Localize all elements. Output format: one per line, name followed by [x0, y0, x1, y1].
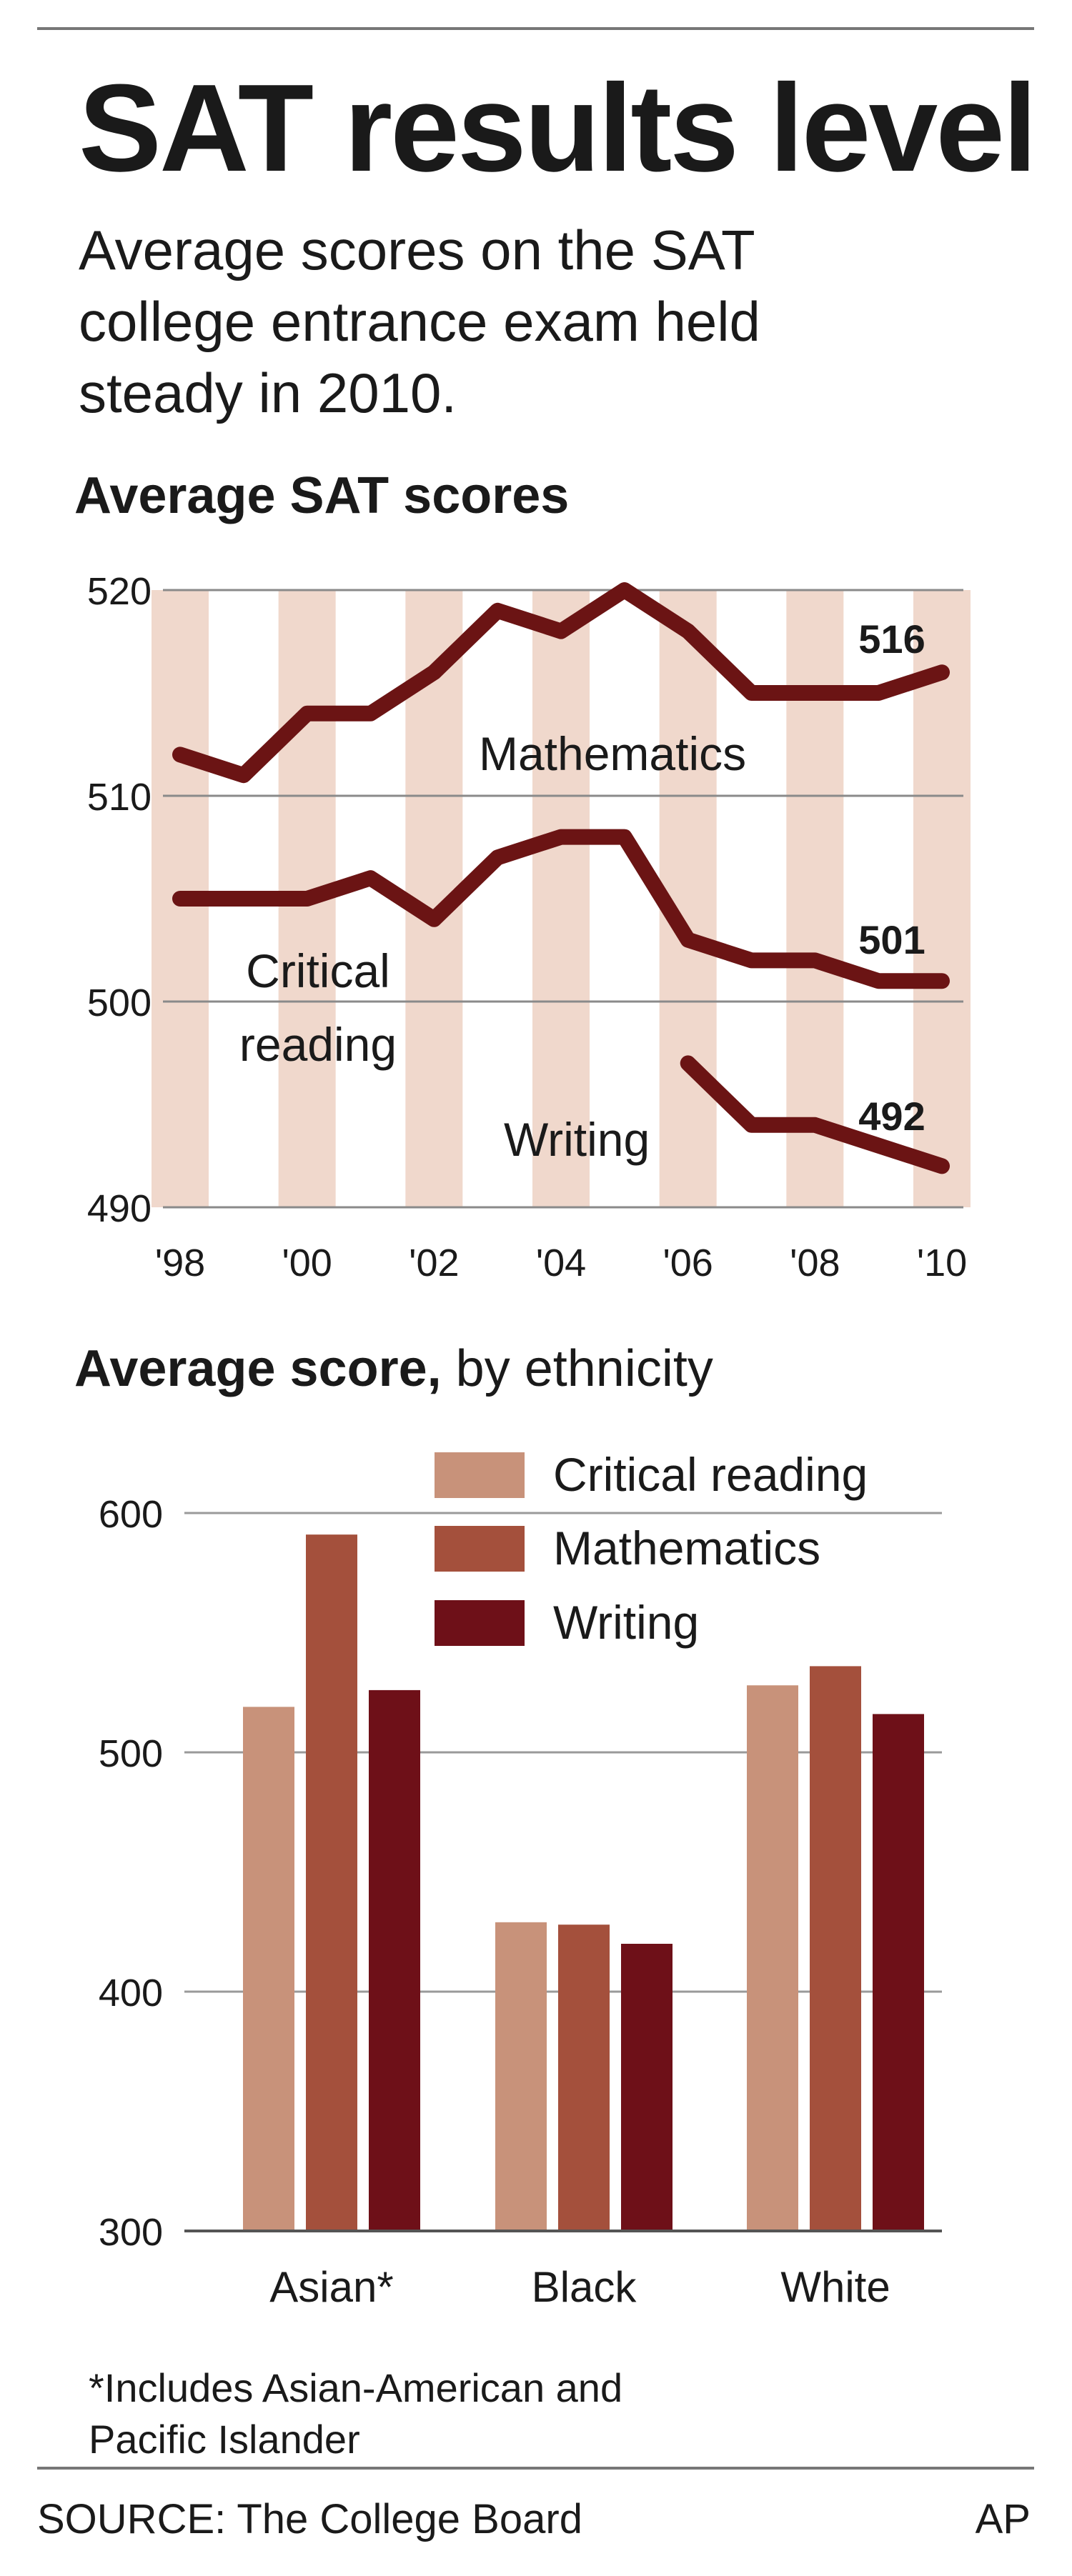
y-tick-label: 490: [87, 1187, 152, 1230]
legend-swatch-critical-reading: [435, 1452, 525, 1498]
x-tick-label: '02: [409, 1242, 459, 1284]
year-band: [532, 590, 590, 1207]
end-label-mathematics: 516: [858, 616, 925, 662]
series-label-reading: reading: [239, 1018, 397, 1071]
end-label-writing: 492: [858, 1094, 925, 1139]
x-tick-label: '10: [917, 1242, 967, 1284]
series-label-critical: Critical: [246, 944, 390, 997]
bar-chart: 300 400 500 600 Asian* Black White Critical rea…: [99, 1448, 942, 2311]
top-rule: [37, 27, 1034, 30]
x-tick-label: '98: [155, 1242, 205, 1284]
legend-label-mathematics: Mathematics: [553, 1522, 820, 1574]
dek: Average scores on the SAT college entran…: [79, 219, 760, 424]
category-label: Black: [532, 2263, 637, 2311]
bar-mathematics: [558, 1924, 610, 2231]
line-mathematics: [172, 582, 950, 784]
legend-label-writing: Writing: [553, 1596, 699, 1649]
line-writing: [680, 1055, 950, 1174]
bar-critical-reading: [243, 1707, 294, 2231]
y-tick-label: 510: [87, 776, 152, 819]
bar-critical-reading: [495, 1922, 547, 2231]
y-tick-label: 520: [87, 570, 152, 613]
footnote: *Includes Asian-American and Pacific Isl…: [89, 2365, 623, 2462]
agency-credit: AP: [975, 2496, 1031, 2542]
line-chart: 490 500 510 520 '98 '00 '02 '04 '06 '08 '10 516 501 4…: [87, 570, 971, 1284]
source-credit: SOURCE: The College Board: [37, 2496, 582, 2542]
line-chart-title-text: Average SAT scores: [74, 467, 570, 524]
headline: SAT results level: [79, 58, 1037, 197]
bar-critical-reading: [747, 1685, 798, 2231]
bar-writing: [873, 1714, 924, 2231]
y-tick-label: 400: [99, 1972, 163, 2015]
end-label-critical-reading: 501: [858, 917, 925, 962]
x-tick-label: '00: [282, 1242, 332, 1284]
line-critical-reading: [172, 829, 950, 989]
x-tick-label: '04: [536, 1242, 586, 1284]
y-tick-label: 500: [87, 982, 152, 1024]
year-band: [913, 590, 971, 1207]
y-tick-label: 500: [99, 1732, 163, 1775]
legend-swatch-writing: [435, 1600, 525, 1646]
bar-mathematics: [810, 1666, 861, 2231]
y-tick-label: 300: [99, 2211, 163, 2254]
series-label-writing: Writing: [504, 1113, 650, 1166]
series-label-mathematics: Mathematics: [479, 727, 746, 780]
bar-writing: [621, 1944, 673, 2231]
category-label: White: [780, 2263, 890, 2311]
category-label: Asian*: [269, 2263, 393, 2311]
x-tick-label: '08: [790, 1242, 840, 1284]
bar-writing: [369, 1689, 420, 2231]
x-tick-label: '06: [662, 1242, 713, 1284]
bottom-rule: [37, 2467, 1034, 2470]
bar-mathematics: [306, 1534, 357, 2231]
legend-swatch-mathematics: [435, 1526, 525, 1572]
line-chart-title: Average SAT scores: [74, 470, 569, 521]
legend-label-critical-reading: Critical reading: [553, 1448, 868, 1501]
bar-chart-title-bold: Average score,: [74, 1340, 442, 1397]
bar-chart-title: Average score, by ethnicity: [74, 1343, 713, 1394]
y-tick-label: 600: [99, 1493, 163, 1536]
bar-chart-title-rest: by ethnicity: [441, 1340, 713, 1397]
